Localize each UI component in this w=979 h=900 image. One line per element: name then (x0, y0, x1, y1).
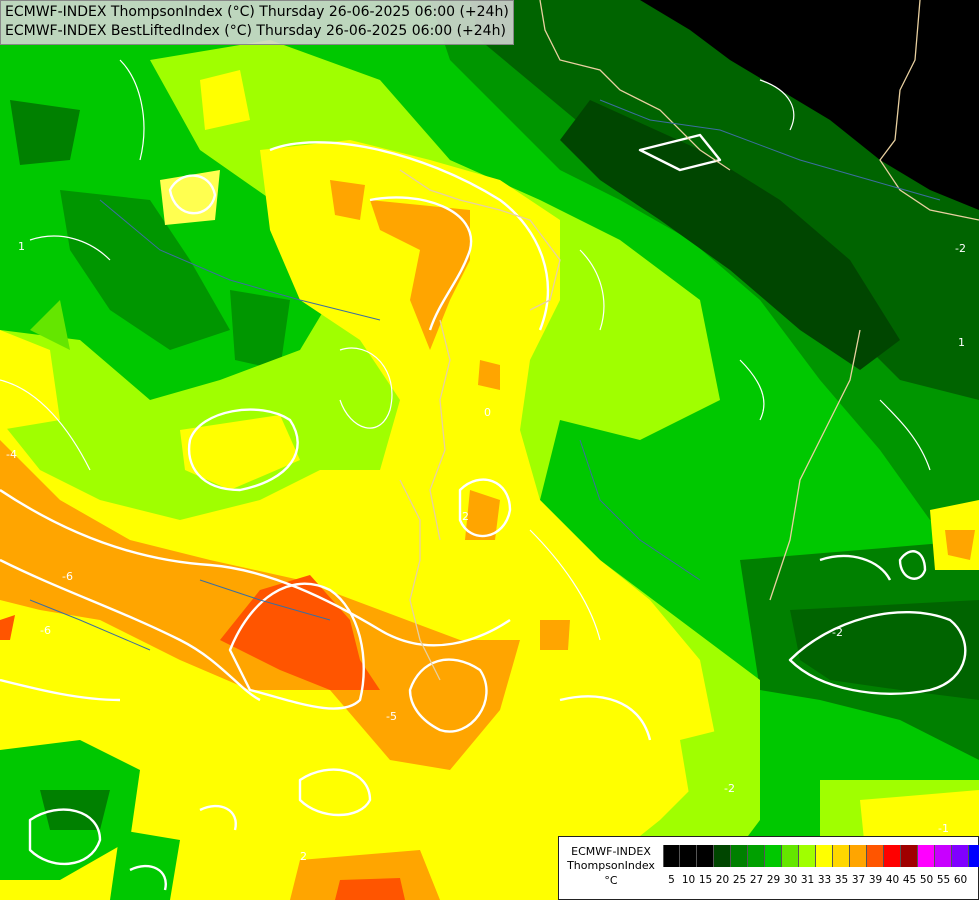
legend-swatch (935, 845, 952, 867)
legend-tick-label: 37 (851, 874, 866, 886)
legend-swatch (714, 845, 731, 867)
contour-label: -1 (938, 822, 949, 835)
map-title-line-2: ECMWF-INDEX BestLiftedIndex (°C) Thursda… (5, 23, 506, 39)
legend-tick-label: 33 (817, 874, 832, 886)
legend-tick-label: 20 (715, 874, 730, 886)
contour-label: -6 (40, 624, 51, 637)
contour-label: -2 (832, 626, 843, 639)
legend-tick-label: 5 (668, 874, 675, 886)
contour-label: 0 (484, 406, 491, 419)
contour-label: 1 (18, 240, 25, 253)
legend-tick-label: 50 (919, 874, 934, 886)
legend-swatch (799, 845, 816, 867)
legend-tick-label: 30 (783, 874, 798, 886)
legend-swatch (748, 845, 765, 867)
legend-swatch (901, 845, 918, 867)
border-line (539, 0, 731, 171)
legend-tick-label: 40 (885, 874, 900, 886)
legend-swatch (884, 845, 901, 867)
legend-subtitle: ThompsonIndex (567, 859, 655, 872)
contour-label: 2 (462, 510, 469, 523)
map-title-line-1: ECMWF-INDEX ThompsonIndex (°C) Thursday … (5, 4, 509, 20)
legend-tick-label: 25 (732, 874, 747, 886)
legend-swatch (867, 845, 884, 867)
legend-tick-label: 39 (868, 874, 883, 886)
legend-swatch (697, 845, 714, 867)
legend-swatches (663, 845, 979, 867)
legend-swatch (731, 845, 748, 867)
legend-title: ECMWF-INDEX (571, 845, 651, 858)
legend-tick-label: 60 (953, 874, 968, 886)
black-region-ne (640, 0, 979, 210)
legend-swatch (680, 845, 697, 867)
legend-swatch (969, 845, 979, 867)
contour-label: 2 (300, 850, 307, 863)
contour-label: -4 (6, 448, 17, 461)
legend-swatch (782, 845, 799, 867)
legend-swatch (918, 845, 935, 867)
legend-swatch (816, 845, 833, 867)
contour-label: -2 (955, 242, 966, 255)
legend-tick-label: 10 (681, 874, 696, 886)
legend-tick-label: 35 (834, 874, 849, 886)
color-legend: ECMWF-INDEX ThompsonIndex °C 5 10 15 20 25 27… (558, 836, 979, 900)
darker-green-region-se (790, 600, 979, 700)
legend-swatch (765, 845, 782, 867)
contour-label: -5 (386, 710, 397, 723)
legend-swatch (833, 845, 850, 867)
legend-tick-label: 15 (698, 874, 713, 886)
darkest-green-band (560, 100, 900, 370)
legend-swatch (663, 845, 680, 867)
legend-tick-label: 55 (936, 874, 951, 886)
legend-tick-label: 29 (766, 874, 781, 886)
legend-tick-label: 45 (902, 874, 917, 886)
contour-label: -2 (724, 782, 735, 795)
map-title-box: ECMWF-INDEX ThompsonIndex (°C) Thursday … (0, 0, 514, 45)
legend-tick-label: 27 (749, 874, 764, 886)
legend-swatch (952, 845, 969, 867)
legend-swatch (850, 845, 867, 867)
legend-tick-label: 31 (800, 874, 815, 886)
contour-label: -6 (62, 570, 73, 583)
legend-unit: °C (604, 874, 618, 887)
legend-ticks: 5 10 15 20 25 27 29 30 31 33 35 37 39 40 45 50 55 60 (663, 873, 969, 887)
contour-label: 1 (958, 336, 965, 349)
